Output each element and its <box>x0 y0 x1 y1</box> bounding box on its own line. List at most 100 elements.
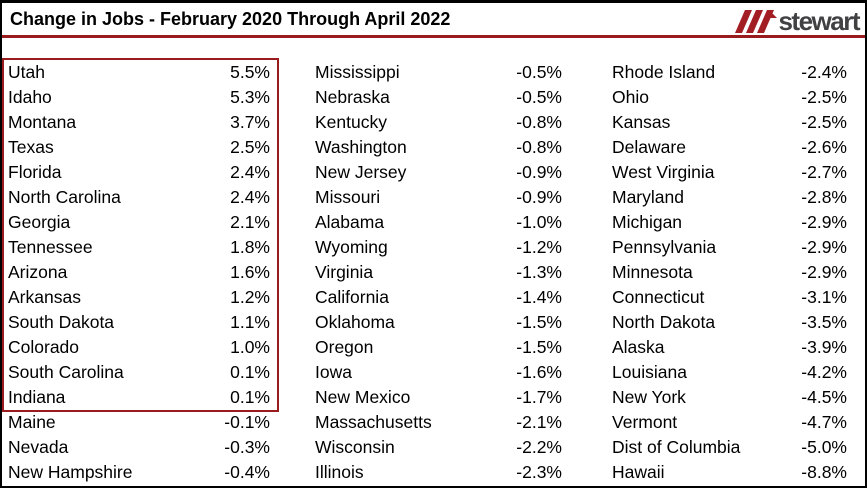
table-row: Colorado 1.0% <box>8 335 270 360</box>
table-column-3: Rhode Island -2.4% Ohio -2.5% Kansas -2.5% Del… <box>612 60 847 485</box>
state-name: Georgia <box>8 212 71 232</box>
state-value: 0.1% <box>230 387 270 407</box>
table-row: Tennessee 1.8% <box>8 235 270 260</box>
table-row: South Carolina 0.1% <box>8 360 270 385</box>
table-row: South Dakota 1.1% <box>8 310 270 335</box>
state-value: -1.0% <box>516 212 562 232</box>
state-value: -2.4% <box>801 62 847 82</box>
table-row: Arkansas 1.2% <box>8 285 270 310</box>
table-row: Illinois -2.3% <box>315 460 562 485</box>
state-value: -4.5% <box>801 387 847 407</box>
table-row: Indiana 0.1% <box>8 385 270 410</box>
state-value: -0.4% <box>224 462 270 482</box>
state-name: Minnesota <box>612 262 693 282</box>
state-value: -2.5% <box>801 87 847 107</box>
table-row: Ohio -2.5% <box>612 85 847 110</box>
state-name: Maine <box>8 412 56 432</box>
table-row: New York -4.5% <box>612 385 847 410</box>
state-name: Hawaii <box>612 462 665 482</box>
state-name: Maryland <box>612 187 684 207</box>
state-value: -0.9% <box>516 187 562 207</box>
table-row: Hawaii -8.8% <box>612 460 847 485</box>
state-name: Kentucky <box>315 112 387 132</box>
table-row: North Carolina 2.4% <box>8 185 270 210</box>
state-value: -2.7% <box>801 162 847 182</box>
state-name: Ohio <box>612 87 649 107</box>
table-row: Washington -0.8% <box>315 135 562 160</box>
state-name: New Hampshire <box>8 462 133 482</box>
state-name: Mississippi <box>315 62 400 82</box>
jobs-table: Utah 5.5% Idaho 5.3% Montana 3.7% Texas 2.5% Flo… <box>2 58 865 485</box>
state-value: 1.8% <box>230 237 270 257</box>
state-value: -8.8% <box>801 462 847 482</box>
state-name: Oregon <box>315 337 374 357</box>
state-name: California <box>315 287 389 307</box>
state-name: West Virginia <box>612 162 715 182</box>
state-name: Tennessee <box>8 237 93 257</box>
state-name: Vermont <box>612 412 678 432</box>
table-row: Massachusetts -2.1% <box>315 410 562 435</box>
state-value: 1.6% <box>230 262 270 282</box>
table-row: Mississippi -0.5% <box>315 60 562 85</box>
state-name: South Dakota <box>8 312 115 332</box>
table-row: Michigan -2.9% <box>612 210 847 235</box>
table-row: Texas 2.5% <box>8 135 270 160</box>
state-value: -2.3% <box>516 462 562 482</box>
table-row: Delaware -2.6% <box>612 135 847 160</box>
state-value: 2.4% <box>230 187 270 207</box>
state-value: -1.5% <box>516 337 562 357</box>
state-value: -1.5% <box>516 312 562 332</box>
state-value: -2.5% <box>801 112 847 132</box>
state-name: Indiana <box>8 387 66 407</box>
state-value: -4.7% <box>801 412 847 432</box>
state-value: -1.7% <box>516 387 562 407</box>
table-row: New Mexico -1.7% <box>315 385 562 410</box>
header: Change in Jobs - February 2020 Through A… <box>2 3 865 38</box>
state-name: Nebraska <box>315 87 390 107</box>
state-name: North Dakota <box>612 312 716 332</box>
table-row: Idaho 5.3% <box>8 85 270 110</box>
state-value: 5.5% <box>230 62 270 82</box>
state-name: Pennsylvania <box>612 237 717 257</box>
state-value: -0.8% <box>516 112 562 132</box>
table-row: Florida 2.4% <box>8 160 270 185</box>
state-name: Dist of Columbia <box>612 437 741 457</box>
state-value: 2.1% <box>230 212 270 232</box>
state-name: Oklahoma <box>315 312 395 332</box>
state-value: -0.3% <box>224 437 270 457</box>
state-value: -0.5% <box>516 87 562 107</box>
state-value: -2.9% <box>801 237 847 257</box>
state-value: -2.9% <box>801 212 847 232</box>
state-name: Missouri <box>315 187 381 207</box>
state-value: 1.2% <box>230 287 270 307</box>
state-name: South Carolina <box>8 362 124 382</box>
state-value: 2.4% <box>230 162 270 182</box>
state-value: -2.2% <box>516 437 562 457</box>
table-row: Alaska -3.9% <box>612 335 847 360</box>
table-row: Maine -0.1% <box>8 410 270 435</box>
state-value: -1.3% <box>516 262 562 282</box>
state-value: 5.3% <box>230 87 270 107</box>
table-row: Vermont -4.7% <box>612 410 847 435</box>
state-name: Arkansas <box>8 287 81 307</box>
state-name: Delaware <box>612 137 686 157</box>
table-column-2: Mississippi -0.5% Nebraska -0.5% Kentucky -0.… <box>315 60 562 485</box>
table-row: Rhode Island -2.4% <box>612 60 847 85</box>
state-value: 3.7% <box>230 112 270 132</box>
state-value: -3.9% <box>801 337 847 357</box>
state-value: -1.2% <box>516 237 562 257</box>
state-name: Illinois <box>315 462 364 482</box>
state-name: Utah <box>8 62 45 82</box>
state-name: Wisconsin <box>315 437 395 457</box>
table-row: Arizona 1.6% <box>8 260 270 285</box>
state-name: Connecticut <box>612 287 705 307</box>
state-value: -3.5% <box>801 312 847 332</box>
table-row: Utah 5.5% <box>8 60 270 85</box>
state-name: Virginia <box>315 262 374 282</box>
table-row: Oregon -1.5% <box>315 335 562 360</box>
state-value: -1.4% <box>516 287 562 307</box>
state-name: Texas <box>8 137 54 157</box>
state-name: Michigan <box>612 212 683 232</box>
state-value: -2.9% <box>801 262 847 282</box>
